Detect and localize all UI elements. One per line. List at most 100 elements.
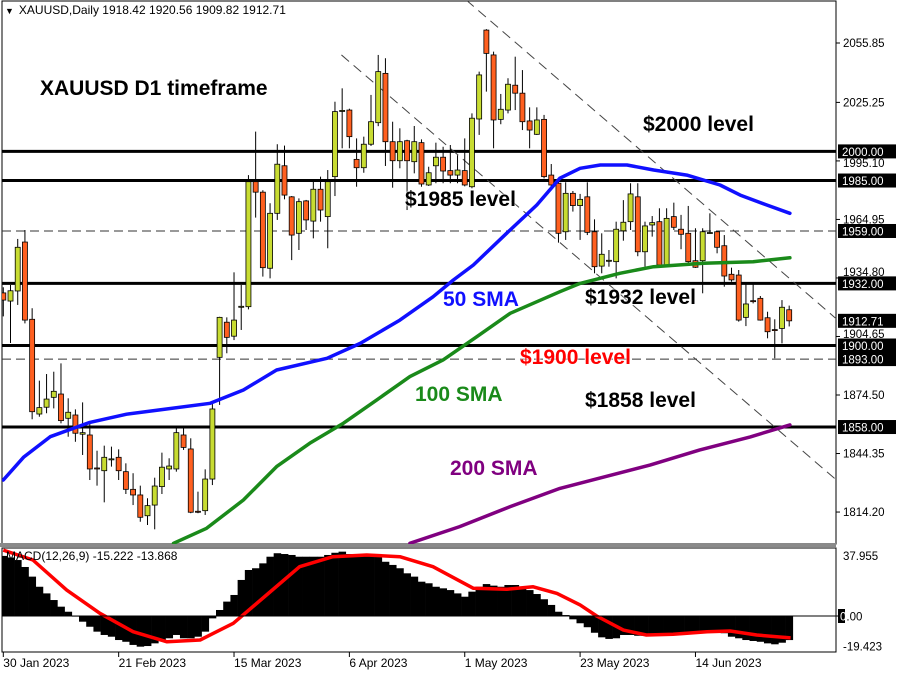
candle-body-bull bbox=[159, 466, 165, 488]
candle-body-bear bbox=[281, 165, 288, 196]
macd-histogram-bar bbox=[417, 581, 426, 616]
candle-body-bull bbox=[476, 74, 483, 120]
macd-histogram-bar bbox=[655, 616, 664, 635]
candle bbox=[505, 78, 511, 114]
main-plot bbox=[2, 1, 836, 544]
candle bbox=[447, 144, 454, 184]
candle-body-bear bbox=[685, 232, 692, 263]
candle bbox=[151, 477, 158, 530]
candle bbox=[497, 93, 504, 125]
candle bbox=[310, 181, 317, 239]
candle bbox=[606, 250, 612, 267]
candle-body-bear bbox=[512, 84, 519, 94]
triangle-down-icon[interactable]: ▼ bbox=[5, 6, 14, 16]
macd-histogram-bar bbox=[50, 600, 58, 616]
candle-body-bear bbox=[317, 188, 324, 211]
macd-histogram-bar bbox=[100, 616, 109, 635]
candle-body-bear bbox=[548, 174, 555, 186]
macd-histogram-bar bbox=[641, 616, 649, 636]
candle bbox=[375, 54, 382, 127]
candle-body-bull bbox=[43, 398, 50, 408]
macd-histogram-bar bbox=[266, 556, 274, 616]
candle-body-bull bbox=[613, 228, 620, 263]
candle-body-bear bbox=[786, 309, 793, 322]
price-axis-label: 1995.10 bbox=[843, 158, 885, 170]
candle-body-bull bbox=[663, 217, 670, 266]
candle-body-bull bbox=[505, 83, 511, 111]
candle bbox=[382, 58, 389, 166]
candle bbox=[101, 445, 108, 503]
candle-body-bear bbox=[122, 471, 129, 490]
candle bbox=[14, 238, 21, 305]
candle bbox=[267, 203, 273, 279]
macd-histogram-bar bbox=[280, 554, 289, 616]
macd-histogram-bar bbox=[223, 601, 231, 616]
candle bbox=[72, 409, 79, 442]
sma50-annotation: 50 SMA bbox=[443, 288, 519, 311]
candle bbox=[591, 219, 598, 274]
candle-body-bear bbox=[404, 140, 410, 162]
candle-body-bear bbox=[252, 181, 259, 193]
macd-histogram-bar bbox=[86, 616, 94, 627]
macd-histogram-bar bbox=[158, 616, 166, 641]
candle-body-bear bbox=[526, 120, 533, 131]
candle-body-bear bbox=[750, 300, 757, 303]
candle-body-bull bbox=[699, 231, 706, 262]
candle-body-bear bbox=[2, 292, 7, 301]
candle bbox=[173, 428, 180, 472]
macd-histogram-bar bbox=[302, 556, 311, 616]
macd-histogram-bar bbox=[230, 594, 238, 616]
candle-body-bear bbox=[764, 317, 771, 333]
candle bbox=[137, 485, 144, 522]
price-level-tag-label: 1893.00 bbox=[842, 355, 884, 367]
candle bbox=[735, 269, 742, 322]
candle-body-bull bbox=[627, 193, 634, 223]
level-1900-annotation: $1900 level bbox=[520, 346, 631, 369]
candle bbox=[346, 108, 353, 149]
date-axis-label: 21 Feb 2023 bbox=[119, 656, 187, 670]
macd-histogram-bar bbox=[720, 616, 729, 634]
candle-body-bull bbox=[173, 432, 180, 470]
trendline bbox=[466, 1, 836, 319]
candle-body-bear bbox=[259, 191, 266, 269]
trendline bbox=[341, 54, 836, 480]
candle bbox=[598, 233, 605, 274]
candle bbox=[216, 316, 223, 405]
price-level-tag-bg bbox=[838, 276, 896, 291]
macd-histogram-bar bbox=[684, 616, 693, 634]
candle bbox=[461, 138, 468, 187]
macd-axis-label: -19.423 bbox=[843, 642, 882, 654]
macd-histogram-bar bbox=[713, 616, 721, 632]
candle-body-bear bbox=[519, 92, 526, 123]
macd-histogram-bar bbox=[598, 616, 606, 638]
candle bbox=[786, 305, 793, 327]
candle-body-bear bbox=[541, 118, 547, 178]
price-level-tag: 1858.00 bbox=[838, 420, 896, 435]
candle bbox=[389, 121, 396, 188]
candle-body-bear bbox=[187, 448, 194, 513]
candle bbox=[115, 449, 122, 481]
macd-histogram-bar bbox=[252, 568, 260, 616]
price-axis-label: 1904.65 bbox=[843, 329, 885, 341]
macd-histogram-bar bbox=[35, 586, 44, 616]
macd-histogram-bar bbox=[64, 611, 73, 616]
macd-histogram-bar bbox=[576, 616, 585, 624]
candle bbox=[43, 374, 50, 414]
macd-histogram-bar bbox=[626, 616, 635, 635]
price-axis-label: 1844.35 bbox=[843, 449, 885, 461]
candle bbox=[490, 51, 497, 149]
candle bbox=[58, 363, 64, 424]
macd-histogram-bar bbox=[316, 556, 325, 616]
sma100-line bbox=[171, 256, 792, 544]
price-level-tag-bg bbox=[838, 420, 896, 435]
macd-axis-label: 0.00 bbox=[840, 612, 862, 624]
candle-body-bear bbox=[346, 109, 353, 138]
macd-histogram-bar bbox=[410, 576, 419, 616]
candle-body-bear bbox=[223, 321, 230, 338]
candle bbox=[166, 458, 173, 481]
macd-histogram-bar bbox=[403, 573, 411, 616]
level-2000-annotation: $2000 level bbox=[643, 113, 754, 136]
macd-histogram-bar bbox=[42, 593, 51, 616]
